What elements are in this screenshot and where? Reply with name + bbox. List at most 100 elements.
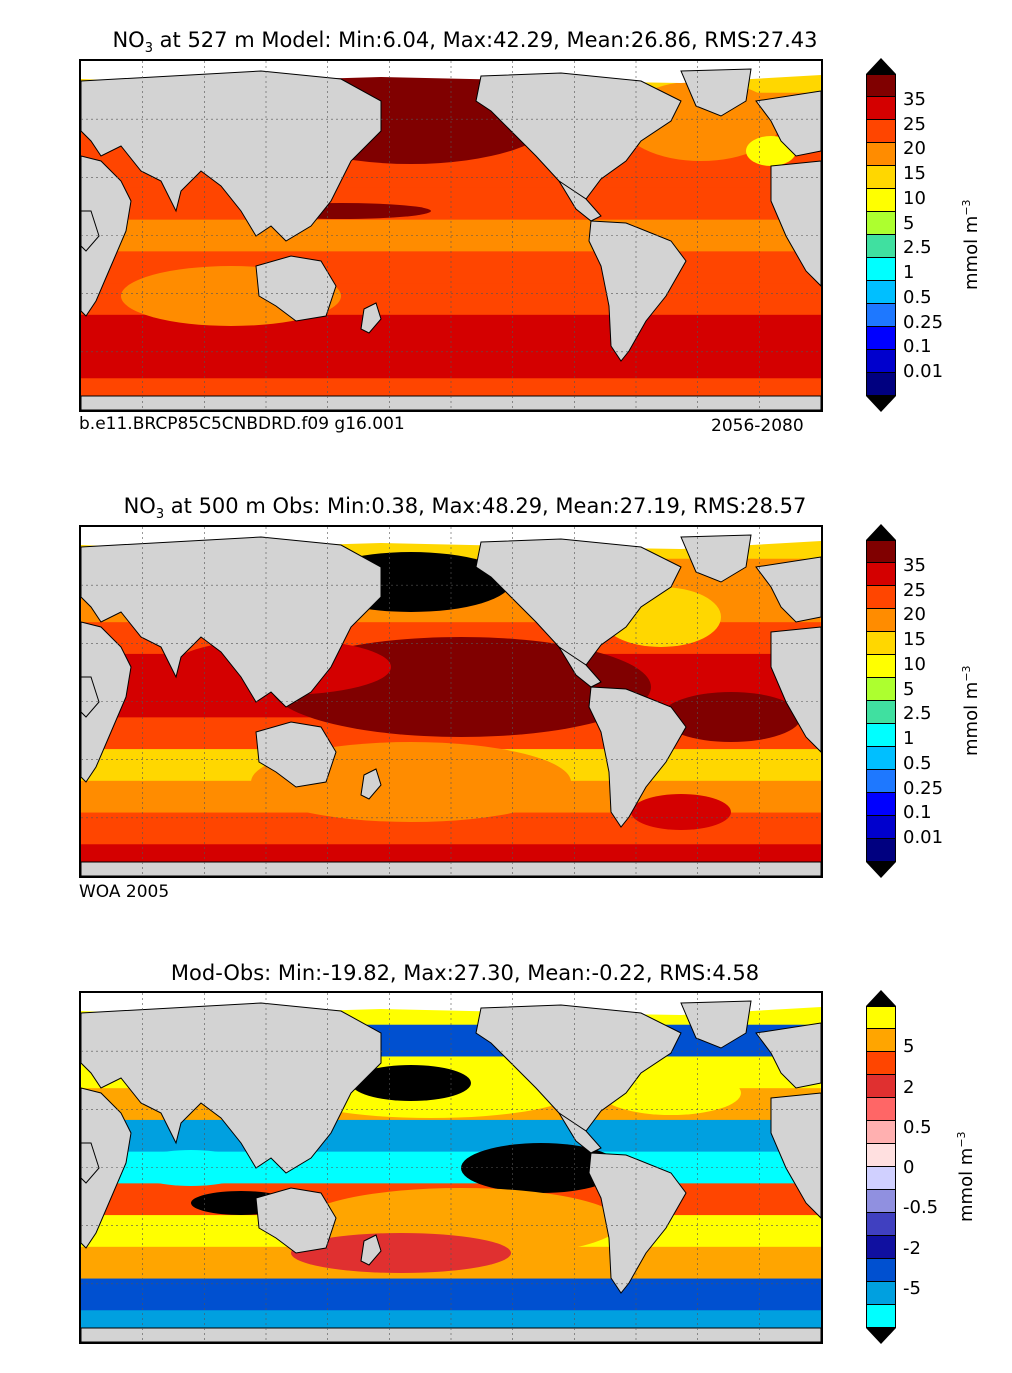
land-asia-europe <box>81 70 382 242</box>
colorbar-segment <box>866 74 896 97</box>
colorbar-tick-label: -0.5 <box>903 1197 939 1219</box>
title-sub: 3 <box>144 41 153 57</box>
land-europe-west <box>755 556 821 623</box>
colorbar-segment <box>866 609 896 632</box>
colorbar-segment <box>866 166 896 189</box>
land-north-america <box>475 538 682 666</box>
colorbar-unit-label: mmol m−3 <box>955 1131 977 1222</box>
colorbar-unit-label: mmol m−3 <box>960 665 982 756</box>
colorbar-tick-label: 10 <box>903 187 926 209</box>
colorbar-segment <box>866 97 896 120</box>
land-australia <box>255 1187 337 1254</box>
contour-region <box>661 692 801 742</box>
colorbar-tick-label: 2 <box>903 1076 915 1098</box>
colorbar-tick-label: 5 <box>903 1036 915 1058</box>
colorbar-segment <box>866 1236 896 1259</box>
colorbar-obs <box>866 524 896 878</box>
title-prefix: NO <box>123 494 156 518</box>
map-canvas <box>81 993 821 1342</box>
colorbar-segment <box>866 1213 896 1236</box>
title-prefix: NO <box>112 28 145 52</box>
colorbar-segment <box>866 1052 896 1075</box>
panel-title-diff: Mod-Obs: Min:-19.82, Max:27.30, Mean:-0.… <box>30 961 900 985</box>
colorbar-segment <box>866 1282 896 1305</box>
colorbar-extend-upper <box>866 990 896 1006</box>
panel-title-model: NO3 at 527 m Model: Min:6.04, Max:42.29,… <box>30 28 900 56</box>
land-central-america <box>558 180 602 222</box>
contour-region <box>461 1143 621 1193</box>
colorbar-segment <box>866 189 896 212</box>
land-greenland <box>680 68 752 117</box>
contour-region <box>631 794 731 830</box>
colorbar-segment <box>866 212 896 235</box>
contour-band <box>81 187 821 221</box>
land-central-america <box>558 646 602 688</box>
colorbar-segment <box>866 540 896 563</box>
colorbar-tick-label: 0.1 <box>903 802 932 824</box>
colorbar-segment <box>866 1259 896 1282</box>
land-africa-east <box>81 210 100 252</box>
land-central-america <box>558 1112 602 1154</box>
colorbar-extend-lower <box>866 396 896 412</box>
title-rest: at 527 m Model: Min:6.04, Max:42.29, Mea… <box>152 28 818 52</box>
title-sub: 3 <box>155 507 165 523</box>
land-africa <box>81 621 132 783</box>
title-rest: at 500 m Obs: Min:0.38, Max:48.29, Mean:… <box>164 494 807 518</box>
colorbar-tick-label: 0.01 <box>903 827 944 849</box>
colorbar-segment <box>866 304 896 327</box>
colorbar-segment <box>866 1144 896 1167</box>
land-africa-west <box>770 626 821 753</box>
period-label: 2056-2080 <box>711 416 804 436</box>
map-diff <box>79 991 823 1344</box>
land-europe-west <box>755 1022 821 1089</box>
colorbar-tick-label: 0.5 <box>903 752 932 774</box>
colorbar-segment <box>866 120 896 143</box>
colorbar-segment <box>866 258 896 281</box>
colorbar-extend-upper <box>866 524 896 540</box>
land-africa-east <box>81 1142 100 1184</box>
colorbar-tick-label: 15 <box>903 163 926 185</box>
colorbar-tick-label: 5 <box>903 212 915 234</box>
colorbar-segment <box>866 793 896 816</box>
colorbar-segment <box>866 770 896 793</box>
land-africa <box>81 155 132 317</box>
land-australia <box>255 721 337 788</box>
unit-main: mmol m <box>961 681 982 756</box>
colorbar-segment <box>866 143 896 166</box>
colorbar-segment <box>866 655 896 678</box>
colorbar-segment <box>866 747 896 770</box>
colorbar-segment <box>866 724 896 747</box>
land-north-america <box>475 72 682 200</box>
colorbar-segment <box>866 1190 896 1213</box>
land-newzealand <box>360 302 382 334</box>
colorbar-tick-label: 10 <box>903 653 926 675</box>
colorbar-segment <box>866 1029 896 1052</box>
land-australia <box>255 255 337 322</box>
land-africa-west <box>770 160 821 287</box>
colorbar-segment <box>866 1075 896 1098</box>
colorbar-tick-label: 0.5 <box>903 1116 932 1138</box>
contour-region <box>291 1233 511 1273</box>
land-newzealand <box>360 1234 382 1266</box>
colorbar-frame <box>866 1006 896 1328</box>
colorbar-tick-label: 15 <box>903 629 926 651</box>
colorbar-tick-label: 0 <box>903 1157 915 1178</box>
colorbar-tick-label: 1 <box>903 728 915 750</box>
colorbar-tick-label: -5 <box>903 1277 921 1299</box>
colorbar-extend-upper <box>866 58 896 74</box>
colorbar-model <box>866 58 896 412</box>
colorbar-extend-lower <box>866 1328 896 1344</box>
colorbar-frame <box>866 74 896 396</box>
colorbar-segment <box>866 1098 896 1121</box>
unit-main: mmol m <box>956 1147 977 1222</box>
colorbar-frame <box>866 540 896 862</box>
colorbar-tick-label: 0.5 <box>903 286 932 308</box>
colorbar-unit-label: mmol m−3 <box>960 199 982 290</box>
obs-source-label: WOA 2005 <box>79 882 170 902</box>
colorbar-tick-label: 35 <box>903 88 926 110</box>
colorbar-segment <box>866 350 896 373</box>
land-asia-europe <box>81 1002 382 1174</box>
land-south-america <box>588 220 687 362</box>
colorbar-tick-label: 25 <box>903 113 926 135</box>
land-newzealand <box>360 768 382 800</box>
